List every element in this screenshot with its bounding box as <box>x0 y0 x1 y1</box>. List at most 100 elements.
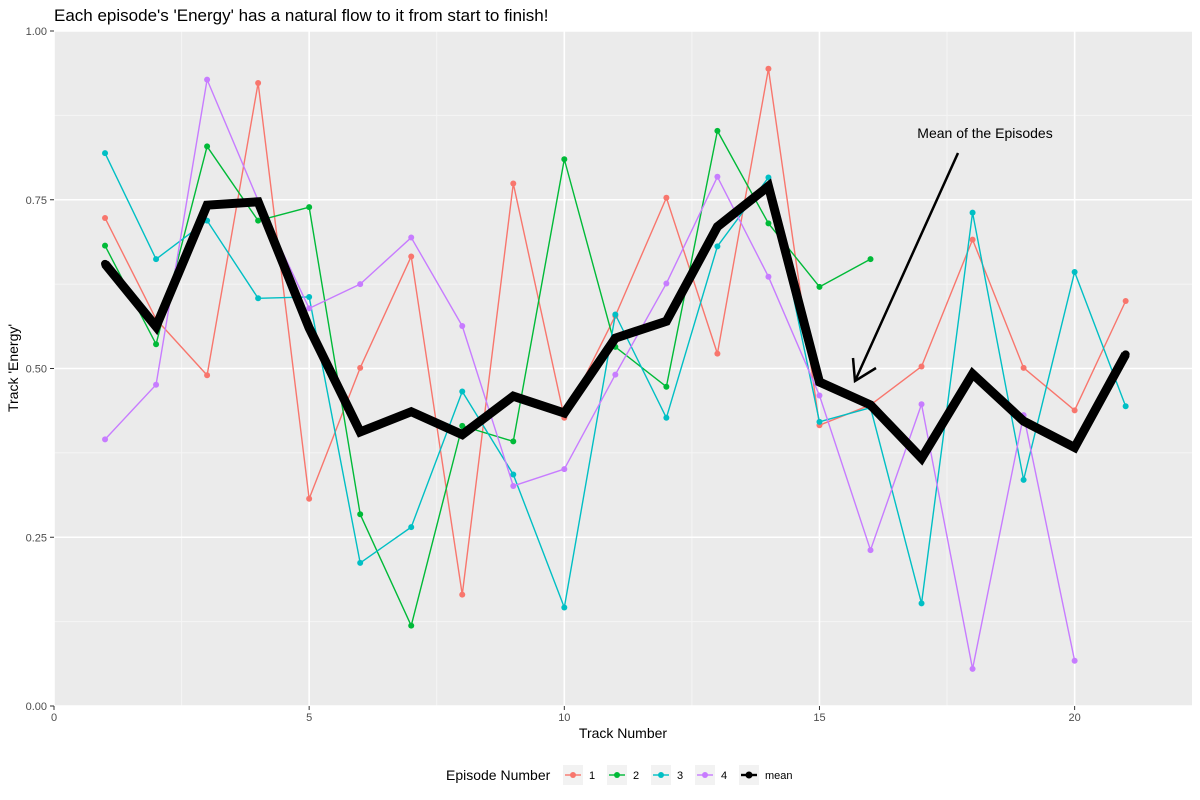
data-point-4-17 <box>918 401 925 408</box>
data-point-4-8 <box>459 322 466 329</box>
y-axis-title: Track 'Energy' <box>5 324 21 412</box>
data-point-2-4 <box>255 217 262 224</box>
data-point-2-15 <box>816 283 823 290</box>
data-point-1-7 <box>408 253 415 260</box>
data-point-4-16 <box>867 547 874 554</box>
data-point-mean-2 <box>152 322 161 331</box>
grid-major <box>53 30 1192 707</box>
data-point-mean-11 <box>611 334 620 343</box>
data-point-1-12 <box>663 194 670 201</box>
data-point-4-20 <box>1071 657 1078 664</box>
data-point-mean-13 <box>713 222 722 231</box>
data-point-3-19 <box>1020 476 1027 483</box>
data-point-3-5 <box>306 293 313 300</box>
data-point-3-18 <box>969 209 976 216</box>
data-point-2-12 <box>663 383 670 390</box>
x-tick-label: 15 <box>813 712 825 724</box>
legend-key-point-2 <box>614 772 620 778</box>
data-point-4-6 <box>357 281 364 288</box>
data-point-mean-5 <box>305 324 314 332</box>
y-tick-label: 0.25 <box>26 532 47 544</box>
data-point-3-20 <box>1071 268 1078 275</box>
data-point-1-19 <box>1020 364 1027 371</box>
data-point-1-8 <box>459 591 466 598</box>
data-point-1-6 <box>357 364 364 371</box>
data-point-4-11 <box>612 371 619 378</box>
data-point-mean-19 <box>1019 417 1028 426</box>
data-point-2-9 <box>510 438 517 445</box>
data-point-4-14 <box>765 273 772 280</box>
data-point-mean-14 <box>764 182 773 191</box>
data-point-3-11 <box>612 311 619 318</box>
data-point-1-20 <box>1071 407 1078 414</box>
data-point-3-1 <box>102 150 109 157</box>
data-point-1-4 <box>255 79 262 86</box>
data-point-2-8 <box>459 422 466 429</box>
annotation-arrow-shaft <box>853 152 960 382</box>
data-point-mean-9 <box>509 392 518 401</box>
legend-key-point-mean <box>745 771 753 779</box>
data-point-4-10 <box>561 466 568 473</box>
legend-label-2: 2 <box>633 770 639 782</box>
data-point-mean-20 <box>1070 443 1079 452</box>
data-point-2-14 <box>765 220 772 227</box>
x-axis-title: Track Number <box>579 725 668 741</box>
x-tick-label: 10 <box>558 712 570 724</box>
series-layer <box>101 65 1130 672</box>
legend-label-4: 4 <box>721 770 727 782</box>
data-point-3-10 <box>561 604 568 611</box>
data-point-mean-4 <box>254 197 263 206</box>
legend: Episode Number 1 2 3 4 mean <box>446 765 793 785</box>
data-point-3-6 <box>357 559 364 566</box>
data-point-mean-7 <box>407 407 416 416</box>
data-point-2-1 <box>102 242 109 249</box>
annotation-label: Mean of the Episodes <box>917 125 1052 141</box>
x-tick-label: 20 <box>1069 712 1081 724</box>
data-point-4-2 <box>153 381 160 388</box>
data-point-1-1 <box>102 214 109 221</box>
data-point-4-7 <box>408 234 415 241</box>
data-point-3-13 <box>714 243 721 250</box>
data-point-1-17 <box>918 363 925 370</box>
legend-label-mean: mean <box>765 770 793 782</box>
data-point-3-17 <box>918 600 925 607</box>
data-point-2-7 <box>408 622 415 629</box>
data-point-mean-3 <box>203 201 212 210</box>
x-tick-label: 0 <box>51 712 57 724</box>
legend-title: Episode Number <box>446 767 551 783</box>
x-tick-label: 5 <box>306 712 312 724</box>
data-point-1-3 <box>204 372 211 379</box>
axes-layer: 0.00 0.25 0.50 0.75 1.00 0 5 10 15 20 <box>26 26 1081 724</box>
data-point-mean-21 <box>1121 350 1130 359</box>
y-tick-label: 0.50 <box>26 364 47 376</box>
y-tick-label: 0.00 <box>26 701 47 713</box>
legend-key-point-4 <box>702 772 708 778</box>
data-point-4-9 <box>510 482 517 489</box>
data-point-3-2 <box>153 256 160 263</box>
data-point-1-13 <box>714 350 721 357</box>
data-point-3-12 <box>663 414 670 421</box>
legend-label-1: 1 <box>589 770 595 782</box>
data-point-1-18 <box>969 236 976 243</box>
data-point-4-18 <box>969 665 976 672</box>
data-point-3-14 <box>765 174 772 181</box>
data-point-mean-10 <box>560 409 569 418</box>
data-point-2-6 <box>357 511 364 518</box>
data-point-3-7 <box>408 524 415 531</box>
data-point-2-5 <box>306 204 313 211</box>
data-point-3-9 <box>510 471 517 478</box>
data-point-3-21 <box>1122 403 1129 410</box>
data-point-1-14 <box>765 65 772 72</box>
data-point-2-13 <box>714 127 721 134</box>
data-point-4-15 <box>816 392 823 399</box>
data-point-2-3 <box>204 143 211 150</box>
legend-key-point-1 <box>570 772 576 778</box>
data-point-3-4 <box>255 295 262 302</box>
data-point-4-3 <box>204 76 211 83</box>
data-point-4-5 <box>306 305 313 312</box>
data-point-1-9 <box>510 180 517 187</box>
data-point-2-16 <box>867 256 874 263</box>
data-point-mean-16 <box>866 400 875 409</box>
data-point-1-5 <box>306 495 313 502</box>
